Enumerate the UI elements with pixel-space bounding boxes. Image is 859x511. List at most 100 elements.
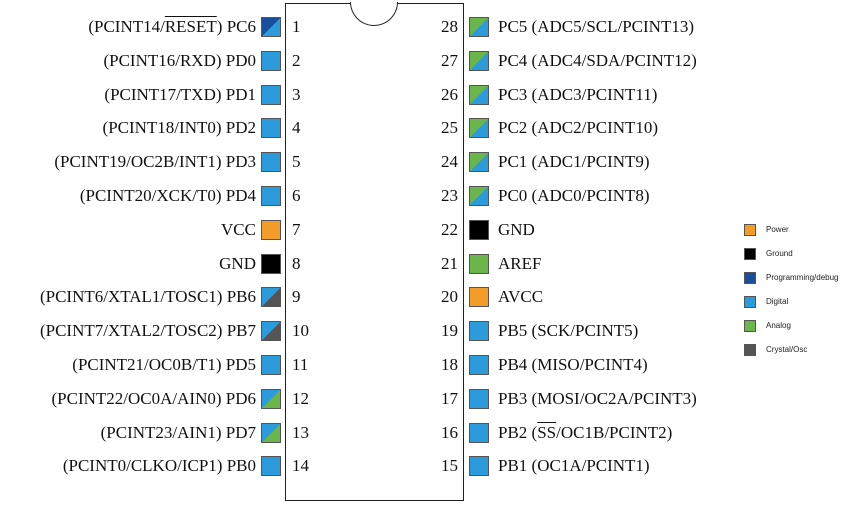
pin-label: (PCINT17/TXD) PD1 — [104, 84, 256, 106]
pin-number: 1 — [292, 17, 301, 36]
pin-label-text: AVCC — [498, 287, 544, 307]
pin-number: 16 — [441, 422, 458, 442]
pin-type-swatch — [261, 456, 281, 477]
pin-type-swatch — [469, 186, 489, 206]
pin-type-swatch — [469, 17, 489, 37]
pin-label: VCC — [221, 219, 256, 241]
pin-label: (PCINT0/CLKO/ICP1) PB0 — [63, 455, 256, 477]
legend-label: Crystal/Osc — [766, 345, 808, 354]
pin-label-text: GND — [498, 219, 535, 239]
pin-number: 14 — [292, 456, 309, 476]
pin-label: (PCINT16/RXD) PD0 — [103, 50, 256, 72]
legend-label: Digital — [766, 297, 789, 306]
pin-label: (PCINT23/AIN1) PD7 — [101, 422, 256, 444]
pin-label-text: ) PC6 — [216, 17, 256, 36]
pin-label-text: PC3 (ADC3/PCINT11) — [498, 84, 658, 104]
pin-number: 26 — [441, 84, 458, 104]
pin-type-swatch — [469, 219, 489, 240]
pin-label: PB3 (MOSI/OC2A/PCINT3) — [498, 388, 697, 410]
pin-label: PB5 (SCK/PCINT5) — [498, 320, 638, 342]
pin-number: 21 — [441, 253, 458, 273]
pin-label: PB1 (OC1A/PCINT1) — [498, 455, 650, 477]
pin-type-swatch — [261, 152, 281, 173]
pin-type-swatch — [469, 321, 489, 342]
legend-label: Power — [766, 225, 789, 234]
pin-number: 5 — [292, 152, 301, 172]
pin-number: 15 — [441, 456, 458, 476]
pin-number: 22 — [441, 219, 458, 239]
pin-label: (PCINT7/XTAL2/TOSC2) PB7 — [40, 320, 256, 342]
pin-number: 23 — [441, 186, 458, 205]
pin-label: AVCC — [498, 286, 543, 308]
legend-label: Ground — [766, 249, 793, 258]
pin-number: 4 — [292, 118, 301, 138]
pin-number: 17 — [441, 388, 458, 408]
legend-swatch — [744, 248, 756, 260]
pin-type-swatch — [261, 50, 281, 71]
pin-number: 18 — [441, 355, 458, 374]
pin-type-swatch — [261, 186, 281, 206]
pin-label-text: PB4 (MISO/PCINT4) — [498, 355, 648, 374]
pin-label-text: GND — [219, 253, 256, 273]
pin-label-text: PB2 ( — [498, 422, 538, 442]
pin-number: 12 — [292, 388, 309, 408]
pin-label: (PCINT21/OC0B/T1) PD5 — [72, 354, 256, 376]
pin-type-swatch — [469, 152, 489, 173]
pin-label: AREF — [498, 253, 541, 275]
pin-type-swatch — [469, 422, 489, 443]
pin-number: 8 — [292, 253, 301, 273]
pin-label: (PCINT22/OC0A/AIN0) PD6 — [52, 388, 256, 410]
pin-type-swatch — [469, 287, 489, 308]
pin-type-swatch — [469, 118, 489, 139]
pin-label: GND — [219, 253, 256, 275]
pin-type-swatch — [261, 287, 281, 308]
pin-number: 10 — [292, 321, 309, 341]
pin-type-swatch — [469, 253, 489, 274]
pin-label-text: (PCINT21/OC0B/T1) PD5 — [72, 355, 256, 374]
pin-label: PB2 (SS/OC1B/PCINT2) — [498, 422, 672, 444]
pin-label-text: PC0 (ADC0/PCINT8) — [498, 186, 650, 205]
pin-type-swatch — [261, 253, 281, 274]
pin-label-text: PB3 (MOSI/OC2A/PCINT3) — [498, 388, 697, 408]
pin-number: 2 — [292, 50, 301, 70]
pin-type-swatch — [261, 422, 281, 443]
pin-type-swatch — [261, 118, 281, 139]
pin-number: 24 — [441, 152, 458, 172]
pin-number: 20 — [441, 287, 458, 307]
pin-type-swatch — [469, 84, 489, 105]
pin-type-swatch — [261, 388, 281, 409]
pin-label-text: (PCINT17/TXD) PD1 — [104, 84, 256, 104]
pin-label-text: (PCINT19/OC2B/INT1) PD3 — [54, 152, 256, 172]
pin-label: GND — [498, 219, 535, 241]
pin-type-swatch — [469, 50, 489, 71]
pin-label-text: (PCINT7/XTAL2/TOSC2) PB7 — [39, 321, 256, 341]
pin-label-text: (PCINT14/ — [88, 17, 165, 36]
legend-swatch — [744, 224, 756, 236]
pin-number: 3 — [292, 84, 301, 104]
pin-label-overline: RESET — [164, 17, 217, 36]
pin-label-text: PC1 (ADC1/PCINT9) — [498, 152, 650, 172]
pin-label: PC3 (ADC3/PCINT11) — [498, 84, 657, 106]
pin-number: 6 — [292, 186, 301, 205]
pin-label-text: PC5 (ADC5/SCL/PCINT13) — [498, 17, 694, 36]
pin-label: PC0 (ADC0/PCINT8) — [498, 185, 650, 207]
pin-label-text: (PCINT23/AIN1) PD7 — [100, 422, 256, 442]
pin-type-swatch — [261, 84, 281, 105]
pin-label: (PCINT18/INT0) PD2 — [103, 117, 256, 139]
pin-label-text: AREF — [498, 253, 542, 273]
pin-number: 7 — [292, 219, 301, 239]
pin-type-swatch — [261, 17, 281, 37]
pin-label-text: (PCINT0/CLKO/ICP1) PB0 — [62, 456, 256, 476]
pin-number: 19 — [441, 321, 458, 341]
legend-swatch — [744, 344, 756, 356]
pin-label: PB4 (MISO/PCINT4) — [498, 354, 648, 376]
legend-swatch — [744, 320, 756, 332]
pin-number: 11 — [292, 355, 309, 374]
pin-label-text: (PCINT18/INT0) PD2 — [102, 118, 256, 138]
pin-label-text: (PCINT22/OC0A/AIN0) PD6 — [51, 388, 256, 408]
pin-number: 27 — [441, 50, 458, 70]
pin-label: PC1 (ADC1/PCINT9) — [498, 151, 650, 173]
legend-label: Programming/debug — [766, 273, 839, 282]
pin-type-swatch — [469, 388, 489, 409]
